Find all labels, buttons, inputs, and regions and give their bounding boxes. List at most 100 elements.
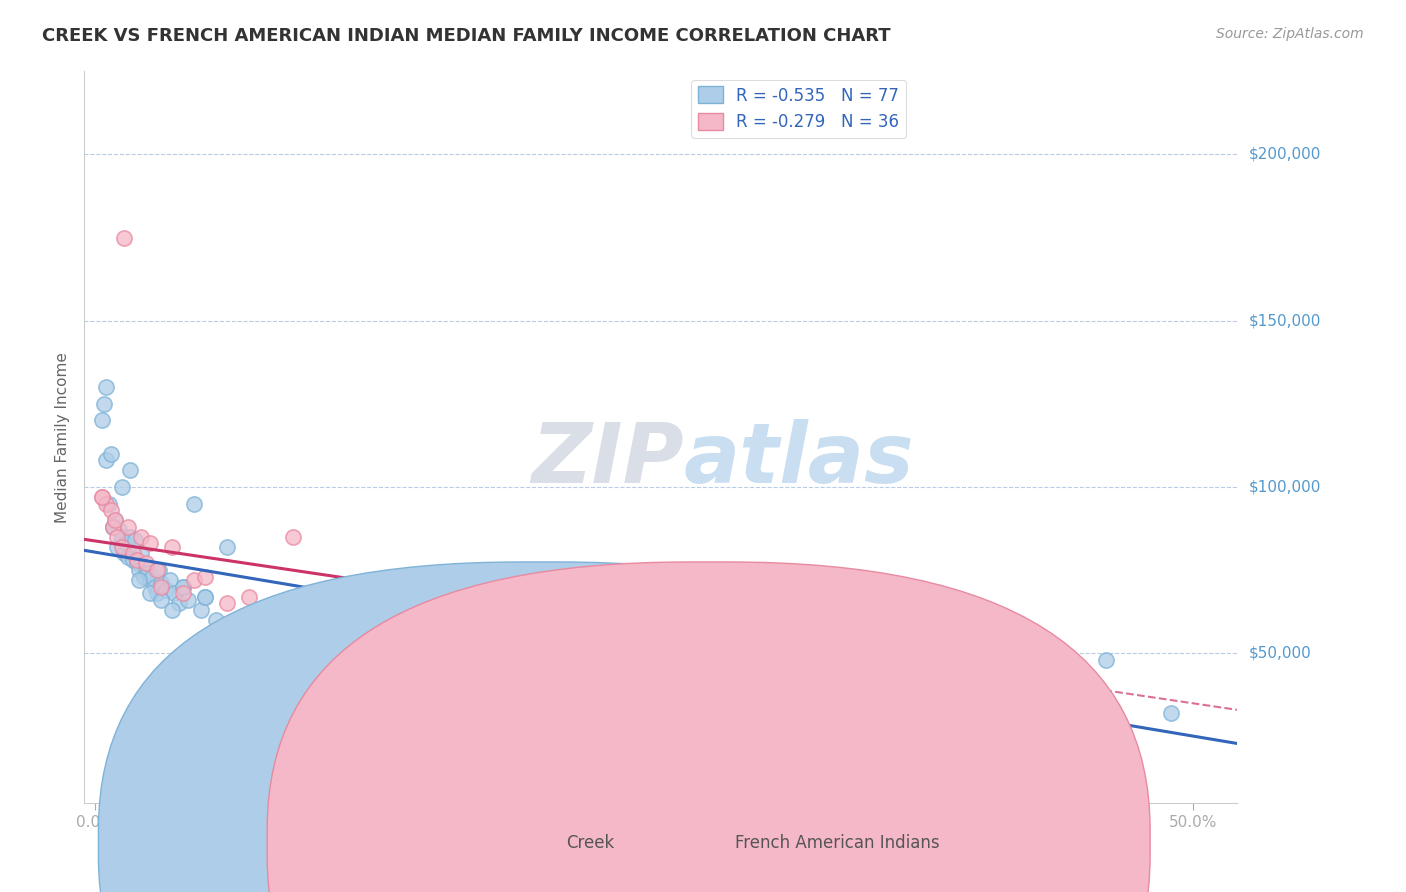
Point xyxy=(831,669,853,683)
Text: $50,000: $50,000 xyxy=(1249,646,1310,661)
Point xyxy=(183,573,205,587)
Text: $100,000: $100,000 xyxy=(1249,480,1320,494)
Y-axis label: Median Family Income: Median Family Income xyxy=(55,351,70,523)
Point xyxy=(97,813,120,827)
Point xyxy=(546,623,568,637)
Point xyxy=(104,513,127,527)
Point xyxy=(167,596,190,610)
Point xyxy=(765,630,787,644)
Point xyxy=(96,497,118,511)
Text: Source: ZipAtlas.com: Source: ZipAtlas.com xyxy=(1216,27,1364,41)
Point xyxy=(104,513,127,527)
Point xyxy=(150,580,173,594)
Point xyxy=(852,630,875,644)
Point xyxy=(111,530,134,544)
Point xyxy=(124,533,146,548)
Point xyxy=(260,623,283,637)
Point xyxy=(139,573,162,587)
Point xyxy=(567,607,589,621)
Point xyxy=(678,653,700,667)
Point xyxy=(131,546,153,560)
Point xyxy=(897,619,920,633)
Point xyxy=(502,680,524,694)
Point xyxy=(108,523,131,537)
Point xyxy=(1094,653,1116,667)
Point xyxy=(742,607,765,621)
Point xyxy=(90,413,112,427)
Text: Creek: Creek xyxy=(567,834,614,852)
Point xyxy=(347,640,370,654)
Point xyxy=(128,573,150,587)
Point xyxy=(1028,640,1050,654)
Text: $200,000: $200,000 xyxy=(1249,147,1320,162)
Point xyxy=(115,536,138,550)
Point xyxy=(194,570,217,584)
Point xyxy=(159,573,181,587)
Point xyxy=(131,530,153,544)
Point xyxy=(139,536,162,550)
Point xyxy=(125,553,148,567)
Point xyxy=(160,540,183,554)
Point xyxy=(176,593,198,607)
Point xyxy=(120,463,142,477)
Point xyxy=(117,520,139,534)
Point xyxy=(238,590,260,604)
Point xyxy=(120,530,142,544)
Point xyxy=(238,630,260,644)
Point xyxy=(143,580,166,594)
Text: CREEK VS FRENCH AMERICAN INDIAN MEDIAN FAMILY INCOME CORRELATION CHART: CREEK VS FRENCH AMERICAN INDIAN MEDIAN F… xyxy=(42,27,891,45)
Point xyxy=(97,497,120,511)
Point xyxy=(163,586,186,600)
Point xyxy=(105,540,128,554)
Point xyxy=(742,630,765,644)
Point xyxy=(100,447,122,461)
Point xyxy=(281,619,304,633)
Point xyxy=(150,593,173,607)
Point xyxy=(132,570,155,584)
Point xyxy=(523,673,546,687)
Point xyxy=(633,646,655,660)
Point xyxy=(217,540,239,554)
Point xyxy=(413,663,436,677)
Point xyxy=(146,563,169,577)
Point xyxy=(172,586,194,600)
Point xyxy=(326,626,349,640)
Point xyxy=(304,630,326,644)
Point xyxy=(121,553,143,567)
Point xyxy=(128,563,150,577)
Point xyxy=(141,570,163,584)
Point xyxy=(90,490,112,504)
Point xyxy=(436,653,458,667)
Legend: R = -0.535   N = 77, R = -0.279   N = 36: R = -0.535 N = 77, R = -0.279 N = 36 xyxy=(692,79,905,137)
Point xyxy=(100,503,122,517)
Point xyxy=(139,586,162,600)
Point xyxy=(589,673,612,687)
Point xyxy=(391,596,413,610)
Point xyxy=(111,480,134,494)
Point xyxy=(370,646,392,660)
Point xyxy=(260,599,283,614)
Point xyxy=(436,613,458,627)
Point xyxy=(135,557,157,571)
Point xyxy=(117,549,139,564)
Point xyxy=(96,453,118,467)
Point xyxy=(148,563,170,577)
Text: atlas: atlas xyxy=(683,418,914,500)
Point xyxy=(105,530,128,544)
Text: French American Indians: French American Indians xyxy=(735,834,941,852)
Point xyxy=(96,380,118,394)
Point xyxy=(347,580,370,594)
Point xyxy=(160,603,183,617)
Point xyxy=(304,603,326,617)
Point xyxy=(121,546,143,560)
Point xyxy=(172,580,194,594)
Point xyxy=(101,520,124,534)
Point xyxy=(281,530,304,544)
Point xyxy=(183,497,205,511)
Point xyxy=(205,613,228,627)
Point xyxy=(136,566,159,581)
Point xyxy=(135,559,157,574)
Point xyxy=(457,653,479,667)
Point xyxy=(90,490,112,504)
Point xyxy=(101,520,124,534)
